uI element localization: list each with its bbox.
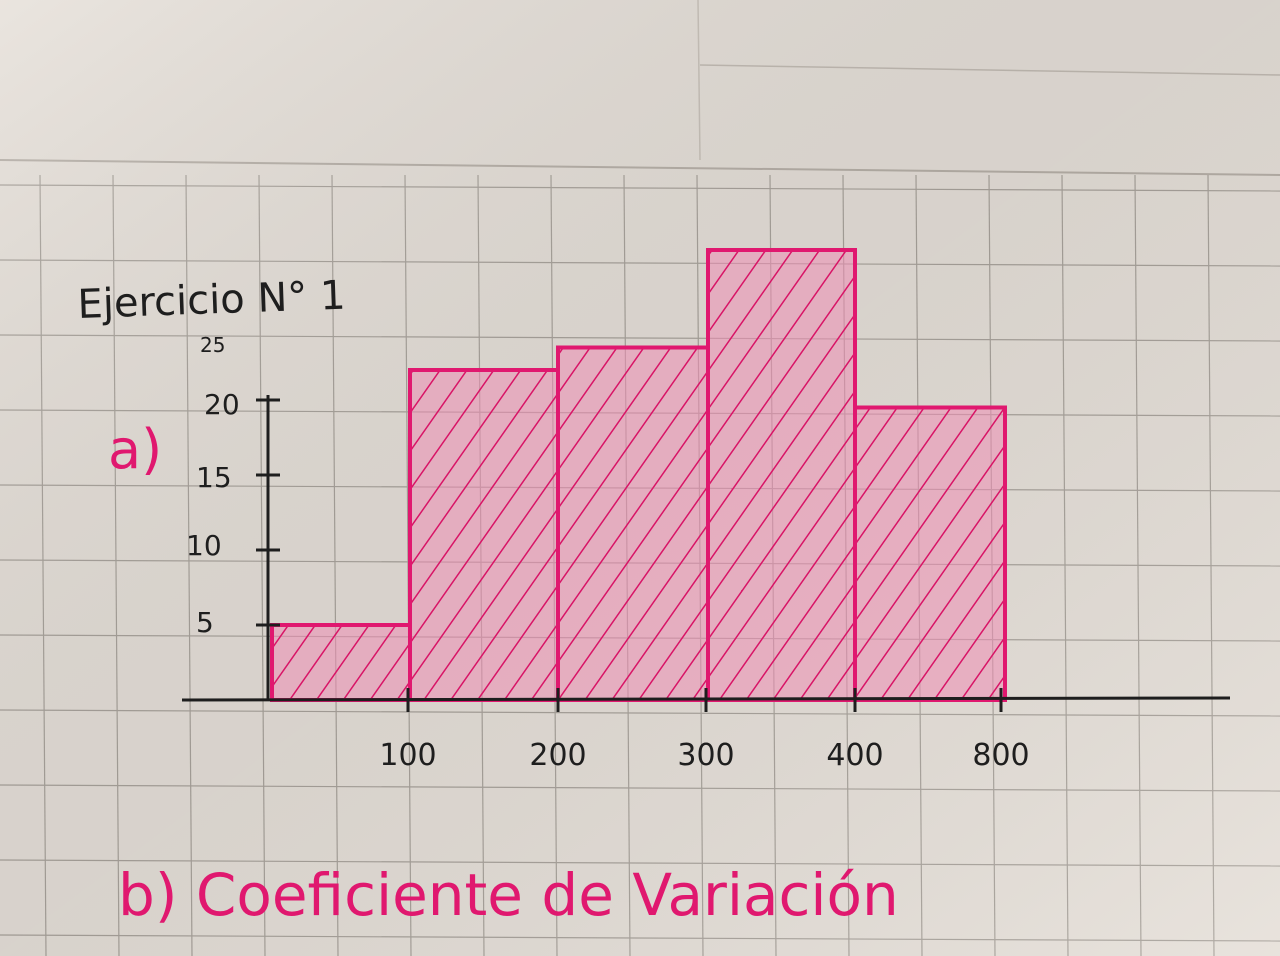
x-tick-label: 400 bbox=[826, 738, 883, 773]
part-b-text: b) Coeficiente de Variación bbox=[118, 861, 899, 929]
y-tick-label: 10 bbox=[186, 529, 222, 562]
bar-100-200 bbox=[408, 368, 560, 702]
y-axis-ticks: 5 10 15 20 25 bbox=[186, 333, 280, 639]
bar-0-100 bbox=[270, 623, 412, 702]
part-a-label: a) bbox=[108, 418, 162, 481]
x-tick-label: 200 bbox=[529, 738, 586, 773]
y-tick-label: 5 bbox=[196, 606, 214, 639]
y-tick-label: 25 bbox=[200, 333, 225, 357]
bar-200-300 bbox=[556, 345, 710, 702]
y-tick-label: 15 bbox=[196, 461, 232, 494]
bar-300-400 bbox=[706, 248, 857, 702]
x-tick-label: 100 bbox=[379, 738, 436, 773]
x-axis-ticks: 100 200 300 400 800 bbox=[379, 688, 1030, 773]
bar-400-800 bbox=[853, 405, 1007, 702]
y-tick-label: 20 bbox=[204, 388, 240, 421]
x-tick-label: 300 bbox=[677, 738, 734, 773]
heading: Ejercicio N° 1 bbox=[77, 273, 346, 328]
histogram-bars bbox=[270, 248, 1007, 702]
x-tick-label: 800 bbox=[972, 738, 1029, 773]
histogram: 5 10 15 20 25 100 200 300 400 800 bbox=[181, 248, 1231, 773]
